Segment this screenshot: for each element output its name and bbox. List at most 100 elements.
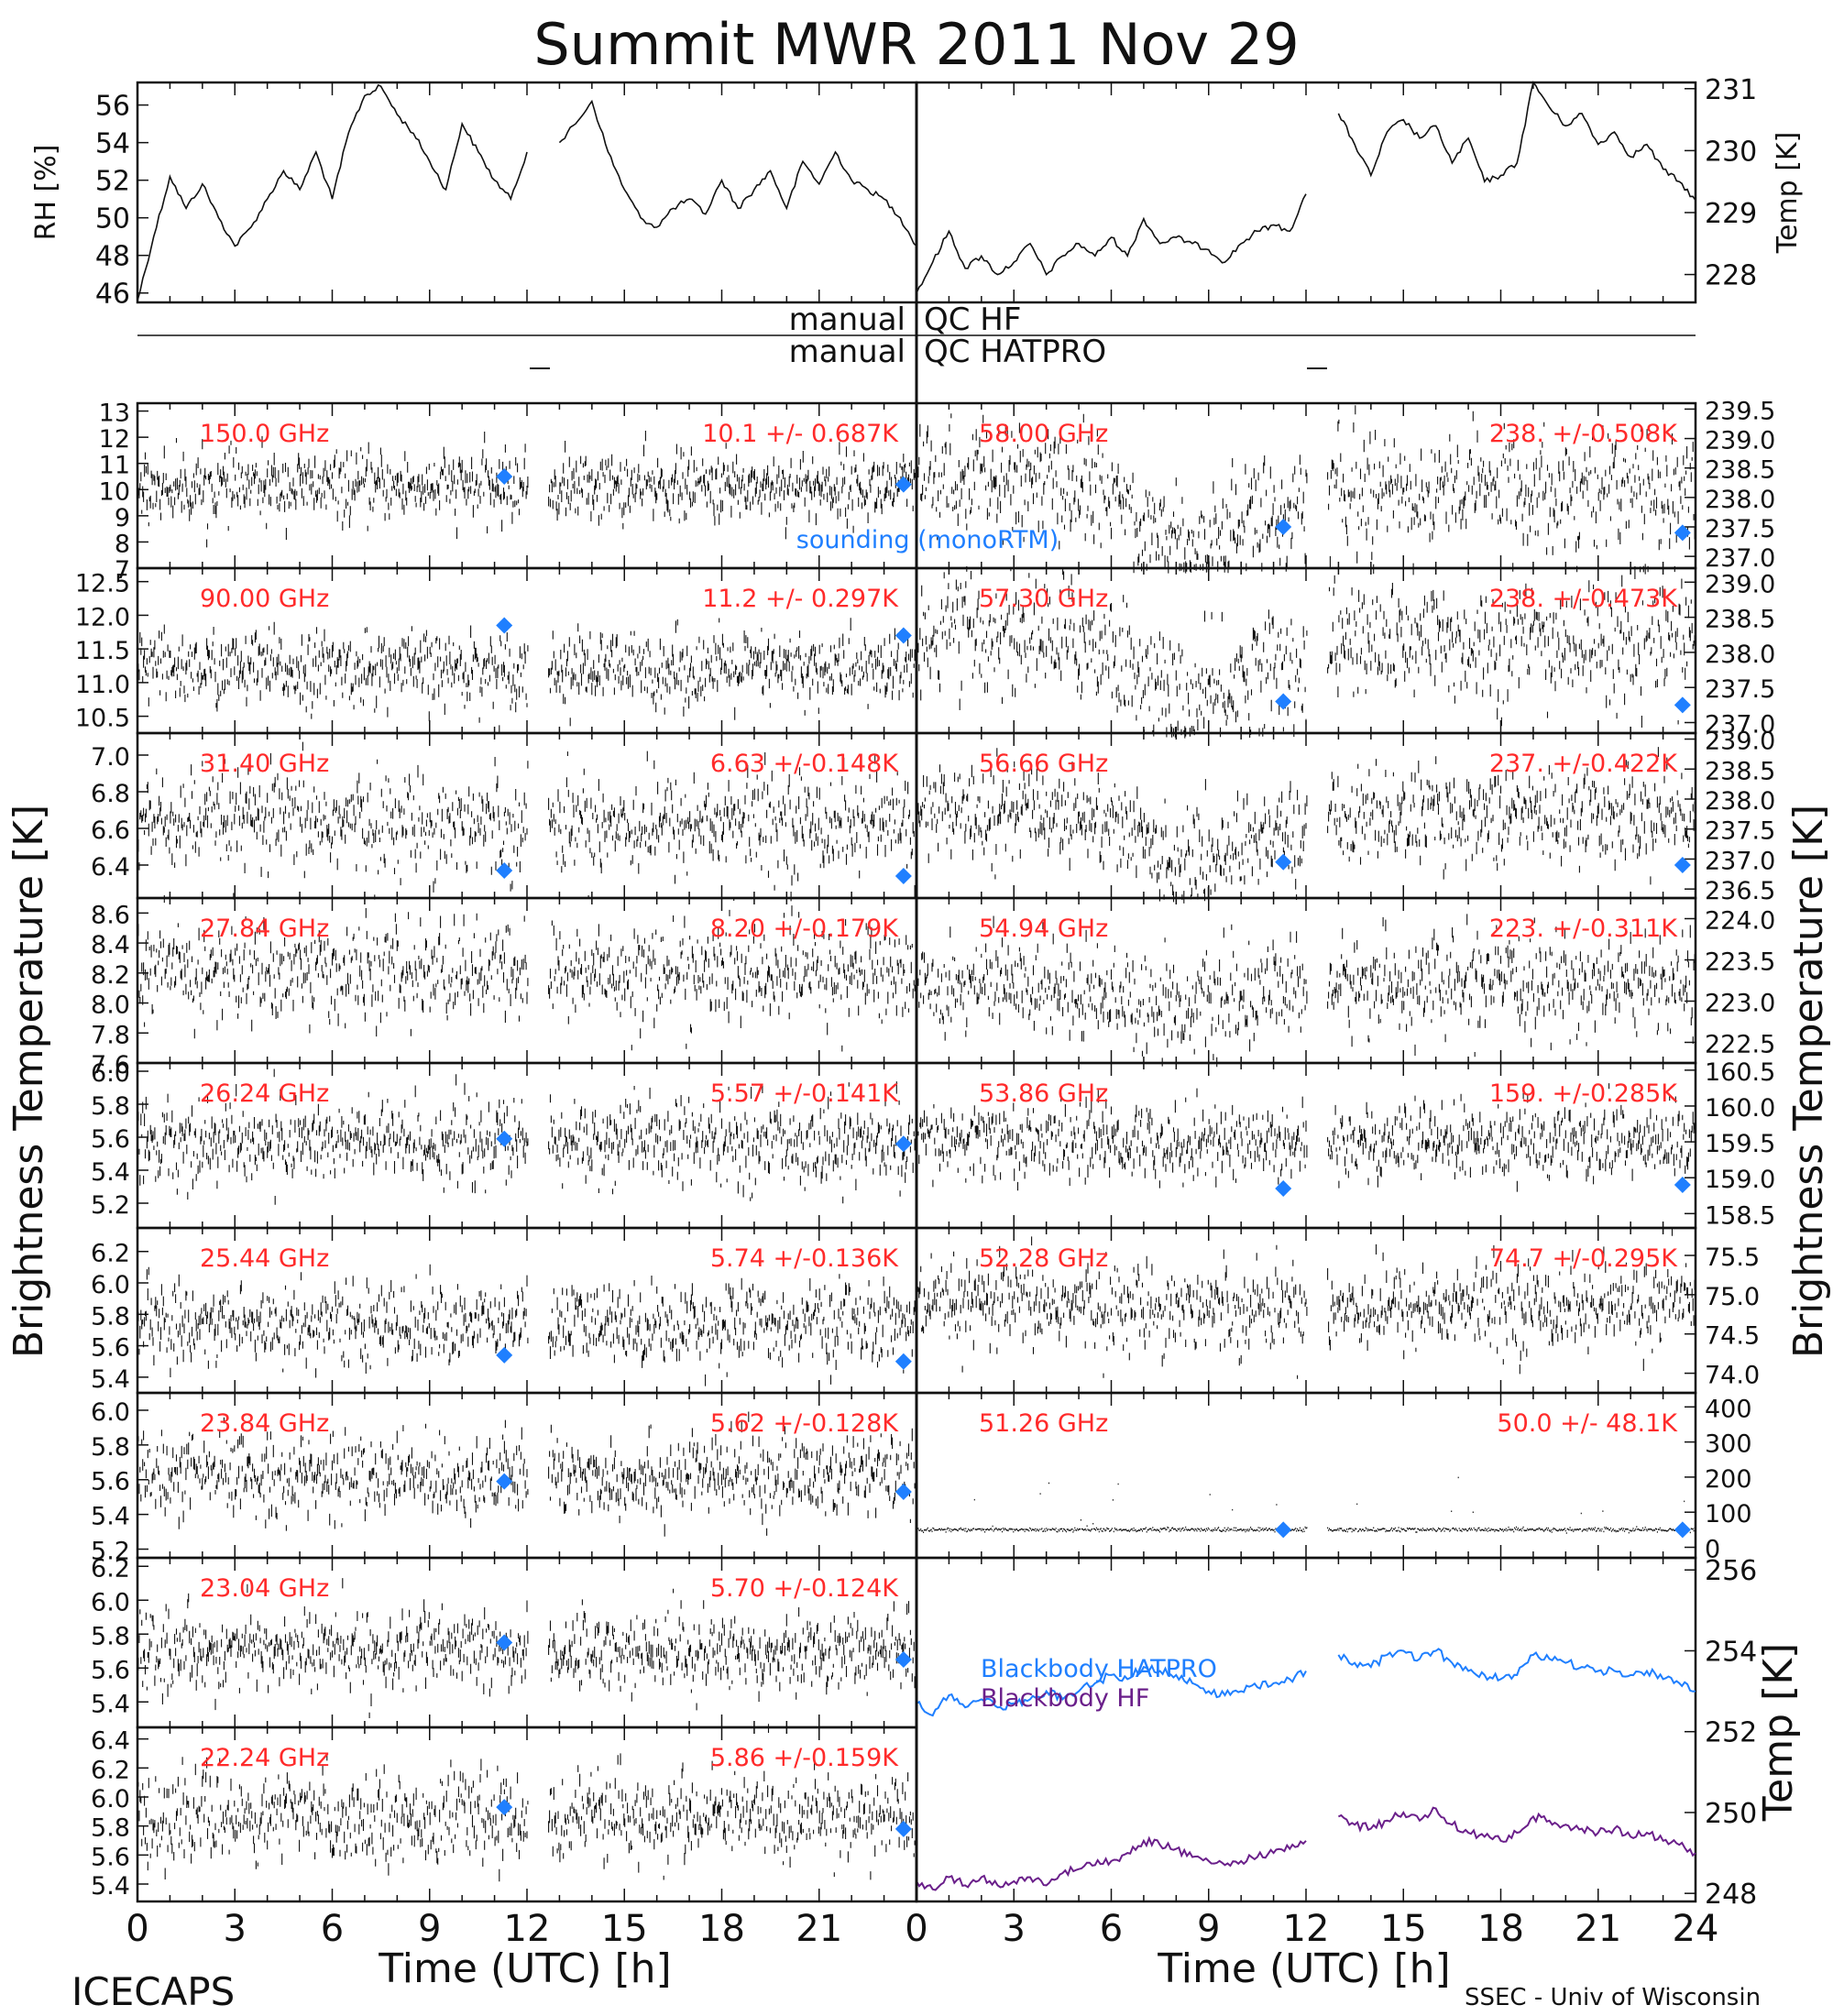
y-tick-label: 5.4 — [91, 1158, 130, 1187]
sounding-point — [1275, 1179, 1292, 1197]
y-tick-label: 238.5 — [1705, 757, 1775, 785]
x-tick-label: 6 — [321, 1908, 344, 1950]
y-tick-label: 11 — [99, 452, 130, 480]
y-tick-label: 12.5 — [75, 570, 130, 598]
sounding-point — [1674, 1521, 1691, 1539]
sounding-point — [496, 1346, 513, 1364]
freq-label: 23.04 GHz — [200, 1574, 329, 1603]
stat-label: 5.57 +/-0.141K — [710, 1079, 899, 1108]
y-tick-label: 5.8 — [91, 1433, 130, 1462]
freq-label: 22.24 GHz — [200, 1744, 329, 1772]
y-tick-label: 230 — [1705, 136, 1757, 168]
y-tick-label: 5.4 — [91, 1690, 130, 1718]
y-tick-label: 11.5 — [75, 637, 130, 665]
y-tick-label: 75.0 — [1705, 1283, 1760, 1311]
y-tick-label: 74.5 — [1705, 1322, 1760, 1351]
y-tick-label: 6.0 — [91, 1785, 130, 1813]
channel-panel-hf-26.24: 5.2 5.4 5.6 5.8 6.0 26.24 GHz 5.57 +/-0.141K — [91, 1059, 918, 1230]
y-tick-label: 400 — [1705, 1395, 1752, 1423]
y-tick-label: 239.5 — [1705, 397, 1775, 425]
bb-line-0 — [916, 1648, 1696, 1717]
y-tick-label: 239.0 — [1705, 728, 1775, 756]
sounding-point — [895, 627, 912, 644]
sounding-point — [496, 862, 513, 879]
y-tick-label: 239.0 — [1705, 570, 1775, 598]
y-tick-label: 52 — [95, 166, 130, 198]
freq-label: 52.28 GHz — [979, 1244, 1108, 1273]
sounding-point — [496, 1634, 513, 1651]
channel-trace-hf-150.0 — [137, 431, 916, 548]
y-tick-label: 5.8 — [91, 1814, 130, 1843]
y-tick-label: 8.0 — [91, 992, 130, 1020]
y-tick-label: 5.6 — [91, 1334, 130, 1363]
y-tick-label: 237.5 — [1705, 817, 1775, 846]
qc-hf-label: QC HF — [924, 301, 1021, 338]
channel-trace-hf-23.84 — [137, 1411, 916, 1537]
y-tick-label: 239.0 — [1705, 427, 1775, 455]
y-tick-label: 252 — [1705, 1717, 1757, 1749]
blackbody-panel: 248 250 252 254 256 Blackbody HATPROBlackbody… — [915, 1555, 1802, 1911]
y-tick-label: 6.8 — [91, 780, 130, 808]
y-tick-label: 228 — [1705, 260, 1757, 292]
x-axis-label-right: Time (UTC) [h] — [1157, 1945, 1450, 1992]
sounding-point — [895, 868, 912, 884]
x-tick-label: 12 — [1283, 1908, 1330, 1950]
y-tick-label: 237.0 — [1705, 711, 1775, 740]
y-tick-label: 10.5 — [75, 705, 130, 733]
y-tick-label: 160.0 — [1705, 1094, 1775, 1123]
freq-label: 56.66 GHz — [979, 750, 1108, 778]
x-tick-label: 21 — [796, 1908, 842, 1950]
y-tick-label: 6.6 — [91, 816, 130, 845]
sounding-point — [1674, 1177, 1691, 1194]
sounding-point — [895, 1135, 912, 1153]
y-tick-label: 5.4 — [91, 1872, 130, 1901]
y-tick-label: 6.4 — [91, 1727, 130, 1756]
channel-panel-hf-23.04: 5.4 5.6 5.8 6.0 6.2 23.04 GHz 5.70 +/-0.124K — [91, 1554, 918, 1729]
channel-trace-hf-31.40 — [137, 741, 916, 902]
y-tick-label: 74.0 — [1705, 1362, 1760, 1390]
freq-label: 51.26 GHz — [979, 1409, 1108, 1438]
y-tick-label: 13 — [99, 400, 130, 428]
sounding-point — [1275, 519, 1292, 535]
sounding-point — [496, 1473, 513, 1490]
y-tick-label: 237.0 — [1705, 847, 1775, 875]
sounding-point — [1674, 857, 1691, 873]
channel-trace-hf-90.00 — [137, 618, 916, 733]
stat-label: 74.7 +/-0.295K — [1489, 1244, 1678, 1273]
stat-label: 5.86 +/-0.159K — [710, 1744, 899, 1772]
rh-axis-label: RH [%] — [30, 145, 62, 241]
x-tick-label: 0 — [126, 1908, 148, 1950]
sounding-legend: sounding (monoRTM) — [796, 526, 1059, 554]
qc-hatpro-manual-label: manual — [789, 334, 906, 370]
x-tick-label: 21 — [1575, 1908, 1621, 1950]
sounding-point — [895, 476, 912, 493]
freq-label: 25.44 GHz — [200, 1244, 329, 1273]
y-tick-label: 237.5 — [1705, 675, 1775, 704]
y-tick-label: 238.5 — [1705, 606, 1775, 634]
y-tick-label: 256 — [1705, 1555, 1757, 1587]
x-tick-label: 24 — [1673, 1908, 1719, 1950]
y-tick-label: 7.8 — [91, 1021, 130, 1049]
y-tick-label: 5.8 — [91, 1302, 130, 1331]
channel-panel-hf-22.24: 5.45.65.86.06.26.4 22.24 GHz 5.86 +/-0.159… — [91, 1724, 918, 1903]
stat-label: 238. +/-0.473K — [1489, 585, 1678, 613]
freq-label: 27.84 GHz — [200, 915, 329, 943]
y-tick-label: 223.5 — [1705, 948, 1775, 977]
y-tick-label: 8.4 — [91, 931, 130, 959]
channel-trace-hf-27.84 — [137, 894, 916, 1052]
y-tick-label: 7.6 — [91, 1051, 130, 1079]
y-tick-label: 5.6 — [91, 1656, 130, 1684]
y-tick-label: 236.5 — [1705, 877, 1775, 905]
stat-label: 159. +/-0.285K — [1489, 1079, 1678, 1108]
y-tick-label: 6.2 — [91, 1240, 130, 1268]
y-tick-label: 10 — [99, 477, 130, 506]
y-tick-label: 6.0 — [91, 1271, 130, 1299]
y-tick-label: 6.2 — [91, 1756, 130, 1784]
y-tick-label: 6.0 — [91, 1059, 130, 1088]
figure-title: Summit MWR 2011 Nov 29 — [533, 11, 1299, 78]
temp-line — [916, 81, 1696, 294]
y-tick-label: 8.2 — [91, 961, 130, 990]
